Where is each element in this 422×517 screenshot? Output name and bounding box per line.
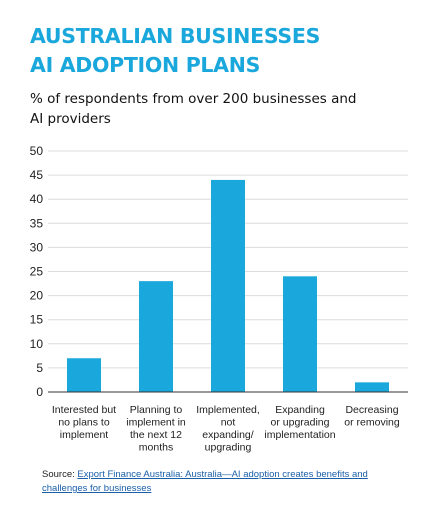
source-link-line-1: Export Finance Australia: Australia—AI a… (77, 469, 368, 480)
category-label-line: Planning to (130, 404, 183, 416)
category-label-line: the next 12 (130, 429, 182, 441)
category-label-line: months (139, 442, 173, 454)
x-axis-categories: Interested but no plans to implement Planni… (52, 404, 400, 454)
chart-title: AUSTRALIAN BUSINESSES AI ADOPTION PLANS (30, 22, 320, 80)
category-label-line: Interested but (52, 404, 116, 416)
y-tick-label: 10 (30, 337, 44, 351)
y-tick-label: 45 (30, 168, 44, 182)
source-link-line-2: challenges for businesses (42, 483, 152, 494)
y-tick-label: 35 (30, 216, 44, 230)
category-label-line: Expanding (275, 404, 325, 416)
y-tick-label: 5 (36, 361, 43, 375)
source-link[interactable]: Export Finance Australia: Australia—AI a… (42, 469, 368, 494)
y-tick-label: 20 (30, 289, 44, 303)
y-tick-label: 40 (30, 192, 44, 206)
category-label-line: or removing (344, 417, 400, 429)
y-tick-label: 25 (30, 265, 44, 279)
bar-chart: 0 5 10 15 20 25 30 35 40 45 50 Interested but no pl… (30, 144, 408, 454)
category-label-1: Interested but no plans to implement (52, 404, 116, 441)
category-label-2: Planning to implement in the next 12 months (126, 404, 186, 454)
category-label-line: Decreasing (345, 404, 398, 416)
category-label-line: implement (60, 429, 109, 441)
chart-subtitle-line-2: AI providers (30, 111, 111, 127)
chart-subtitle-line-1: % of respondents from over 200 businesse… (30, 91, 357, 107)
y-tick-label: 30 (30, 240, 44, 254)
category-label-line: implement in (126, 417, 186, 429)
y-tick-label: 15 (30, 313, 44, 327)
category-label-5: Decreasing or removing (344, 404, 400, 429)
y-axis-ticks: 0 5 10 15 20 25 30 35 40 45 50 (30, 144, 44, 399)
bar-2 (139, 281, 173, 392)
category-label-line: expanding/ (202, 429, 253, 441)
category-label-line: Implemented, (196, 404, 260, 416)
bars (67, 179, 389, 392)
category-label-line: or upgrading (271, 417, 330, 429)
category-label-line: upgrading (205, 442, 252, 454)
bar-4 (283, 276, 317, 392)
bar-5 (355, 382, 389, 392)
chart-subtitle: % of respondents from over 200 businesse… (30, 89, 390, 129)
y-tick-label: 50 (30, 144, 44, 158)
category-label-line: implementation (264, 429, 335, 441)
y-tick-label: 0 (36, 385, 43, 399)
chart-title-line-1: AUSTRALIAN BUSINESSES (30, 24, 321, 48)
bar-1 (67, 358, 101, 392)
category-label-4: Expanding or upgrading implementation (264, 404, 335, 441)
source-prefix: Source: (42, 469, 78, 480)
category-label-3: Implemented, not expanding/upgrading (196, 404, 260, 454)
category-label-line: not (221, 417, 236, 429)
source-note: Source: Export Finance Australia: Austra… (42, 468, 382, 496)
chart-title-line-2: AI ADOPTION PLANS (30, 53, 261, 77)
bar-3 (211, 179, 245, 392)
category-label-line: no plans to (58, 417, 110, 429)
